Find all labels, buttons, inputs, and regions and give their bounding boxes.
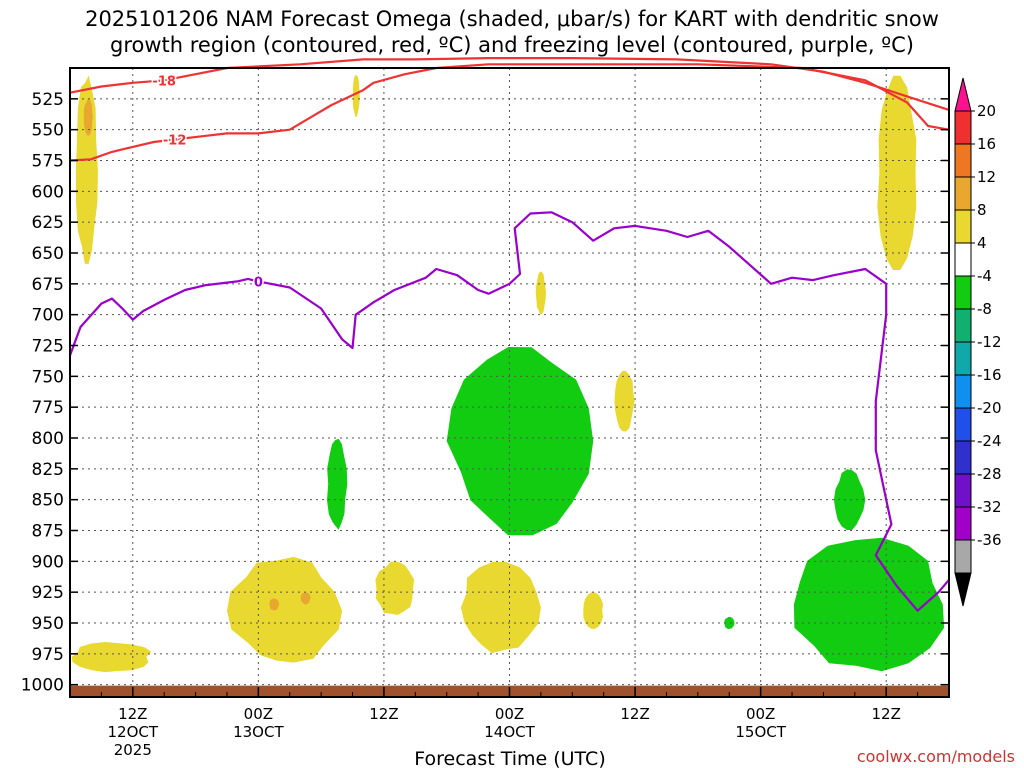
x-tick-label-6: 12Z [118, 705, 147, 723]
colorbar-swatch-8 [954, 341, 972, 376]
omega-region-0-6 [227, 556, 343, 663]
colorbar-label-12: -32 [977, 498, 1002, 516]
omega-region-0-0 [75, 75, 98, 264]
contour-label-1: -12 [163, 134, 187, 149]
colorbar-swatch-10 [954, 407, 972, 442]
colorbar-swatch-4 [954, 209, 972, 244]
chart-title-line1: 2025101206 NAM Forecast Omega (shaded, μ… [85, 7, 939, 31]
y-tick-label-750: 750 [32, 367, 64, 387]
omega-region-2-4 [793, 537, 945, 672]
colorbar-label-5: -4 [977, 267, 992, 285]
colorbar: 20 16 12 8 4 -4 -8 -12 -16 -20 -24 -28 -32 -36 [954, 77, 1002, 607]
x-axis-title: Forecast Time (UTC) [414, 748, 605, 768]
credit-text[interactable]: coolwx.com/models [857, 747, 1015, 766]
y-tick-label-700: 700 [32, 306, 64, 326]
contour-layer: -18 -12 0 [68, 57, 950, 612]
y-tick-label-900: 900 [32, 552, 64, 572]
colorbar-label-4: 4 [977, 234, 987, 252]
omega-region-1-0 [83, 99, 93, 136]
colorbar-swatch-7 [954, 308, 972, 343]
omega-region-1-2 [300, 592, 311, 605]
y-tick-label-575: 575 [32, 152, 64, 172]
colorbar-label-13: -36 [977, 531, 1002, 549]
y-tick-label-625: 625 [32, 213, 64, 233]
pressure-axis: 525 550 575 600 625 650 675 700 725 750 775 800 825 8… [21, 90, 949, 696]
y-tick-label-850: 850 [32, 491, 64, 511]
colorbar-swatch-1 [954, 110, 972, 145]
y-tick-label-925: 925 [32, 583, 64, 603]
grid-layer [70, 68, 949, 697]
chart-title-line2: growth region (contoured, red, ºC) and f… [110, 33, 914, 57]
colorbar-label-0: 20 [977, 102, 996, 120]
x-tick-label-78: 12Z [872, 705, 901, 723]
y-tick-label-1000: 1000 [21, 676, 64, 696]
contour-label-0: -18 [152, 74, 176, 89]
omega-region-0-5 [71, 642, 152, 673]
x-tick-label-66: 00Z [746, 705, 775, 723]
y-tick-label-975: 975 [32, 645, 64, 665]
y-tick-label-650: 650 [32, 244, 64, 264]
y-tick-label-525: 525 [32, 90, 64, 110]
colorbar-label-6: -8 [977, 300, 992, 318]
y-tick-label-950: 950 [32, 614, 64, 634]
colorbar-label-8: -16 [977, 366, 1002, 384]
x-tick-date-18: 13OCT [233, 723, 284, 741]
omega-region-2-2 [724, 616, 735, 630]
omega-region-0-7 [375, 561, 415, 615]
colorbar-swatch-9 [954, 374, 972, 409]
x-tick-date-66: 15OCT [735, 723, 786, 741]
omega-region-0-2 [535, 271, 546, 315]
omega-region-1-1 [269, 598, 280, 611]
colorbar-label-10: -24 [977, 432, 1002, 450]
colorbar-swatch-12 [954, 473, 972, 508]
colorbar-swatch-13 [954, 506, 972, 541]
y-tick-label-800: 800 [32, 429, 64, 449]
colorbar-swatch-2 [954, 143, 972, 178]
x-tick-label-30: 12Z [369, 705, 398, 723]
y-tick-label-775: 775 [32, 398, 64, 418]
colorbar-label-7: -12 [977, 333, 1002, 351]
y-tick-label-675: 675 [32, 275, 64, 295]
x-tick-year-6: 2025 [114, 741, 152, 759]
contour-line-2 [68, 211, 950, 612]
contour-line-0 [69, 57, 950, 111]
x-tick-date-42: 14OCT [484, 723, 535, 741]
x-tick-label-54: 12Z [620, 705, 649, 723]
y-tick-label-875: 875 [32, 522, 64, 542]
colorbar-label-9: -20 [977, 399, 1002, 417]
shaded-omega-layer [71, 74, 945, 673]
colorbar-label-2: 12 [977, 168, 996, 186]
colorbar-swatch-11 [954, 440, 972, 475]
colorbar-swatch-6 [954, 275, 972, 310]
colorbar-label-3: 8 [977, 201, 987, 219]
colorbar-label-11: -28 [977, 465, 1002, 483]
omega-region-0-3 [614, 370, 635, 432]
colorbar-swatch-0 [954, 77, 972, 112]
colorbar-label-1: 16 [977, 135, 996, 153]
x-tick-label-18: 00Z [244, 705, 273, 723]
y-tick-label-725: 725 [32, 337, 64, 357]
y-tick-label-825: 825 [32, 460, 64, 480]
colorbar-swatch-14 [954, 539, 972, 574]
y-tick-label-600: 600 [32, 182, 64, 202]
omega-region-2-0 [327, 438, 348, 530]
omega-region-0-4 [877, 75, 917, 270]
omega-region-0-8 [460, 562, 541, 654]
contour-line-1 [69, 63, 950, 162]
omega-region-2-1 [446, 347, 594, 536]
colorbar-swatch-5 [954, 242, 972, 277]
x-tick-date-6: 12OCT [108, 723, 159, 741]
omega-region-2-3 [833, 469, 866, 530]
x-tick-label-42: 00Z [495, 705, 524, 723]
colorbar-swatch-15 [954, 572, 972, 607]
y-tick-label-550: 550 [32, 121, 64, 141]
colorbar-swatch-3 [954, 176, 972, 211]
contour-label-2: 0 [254, 275, 263, 290]
omega-region-0-1 [352, 74, 360, 117]
omega-region-0-9 [583, 592, 603, 629]
